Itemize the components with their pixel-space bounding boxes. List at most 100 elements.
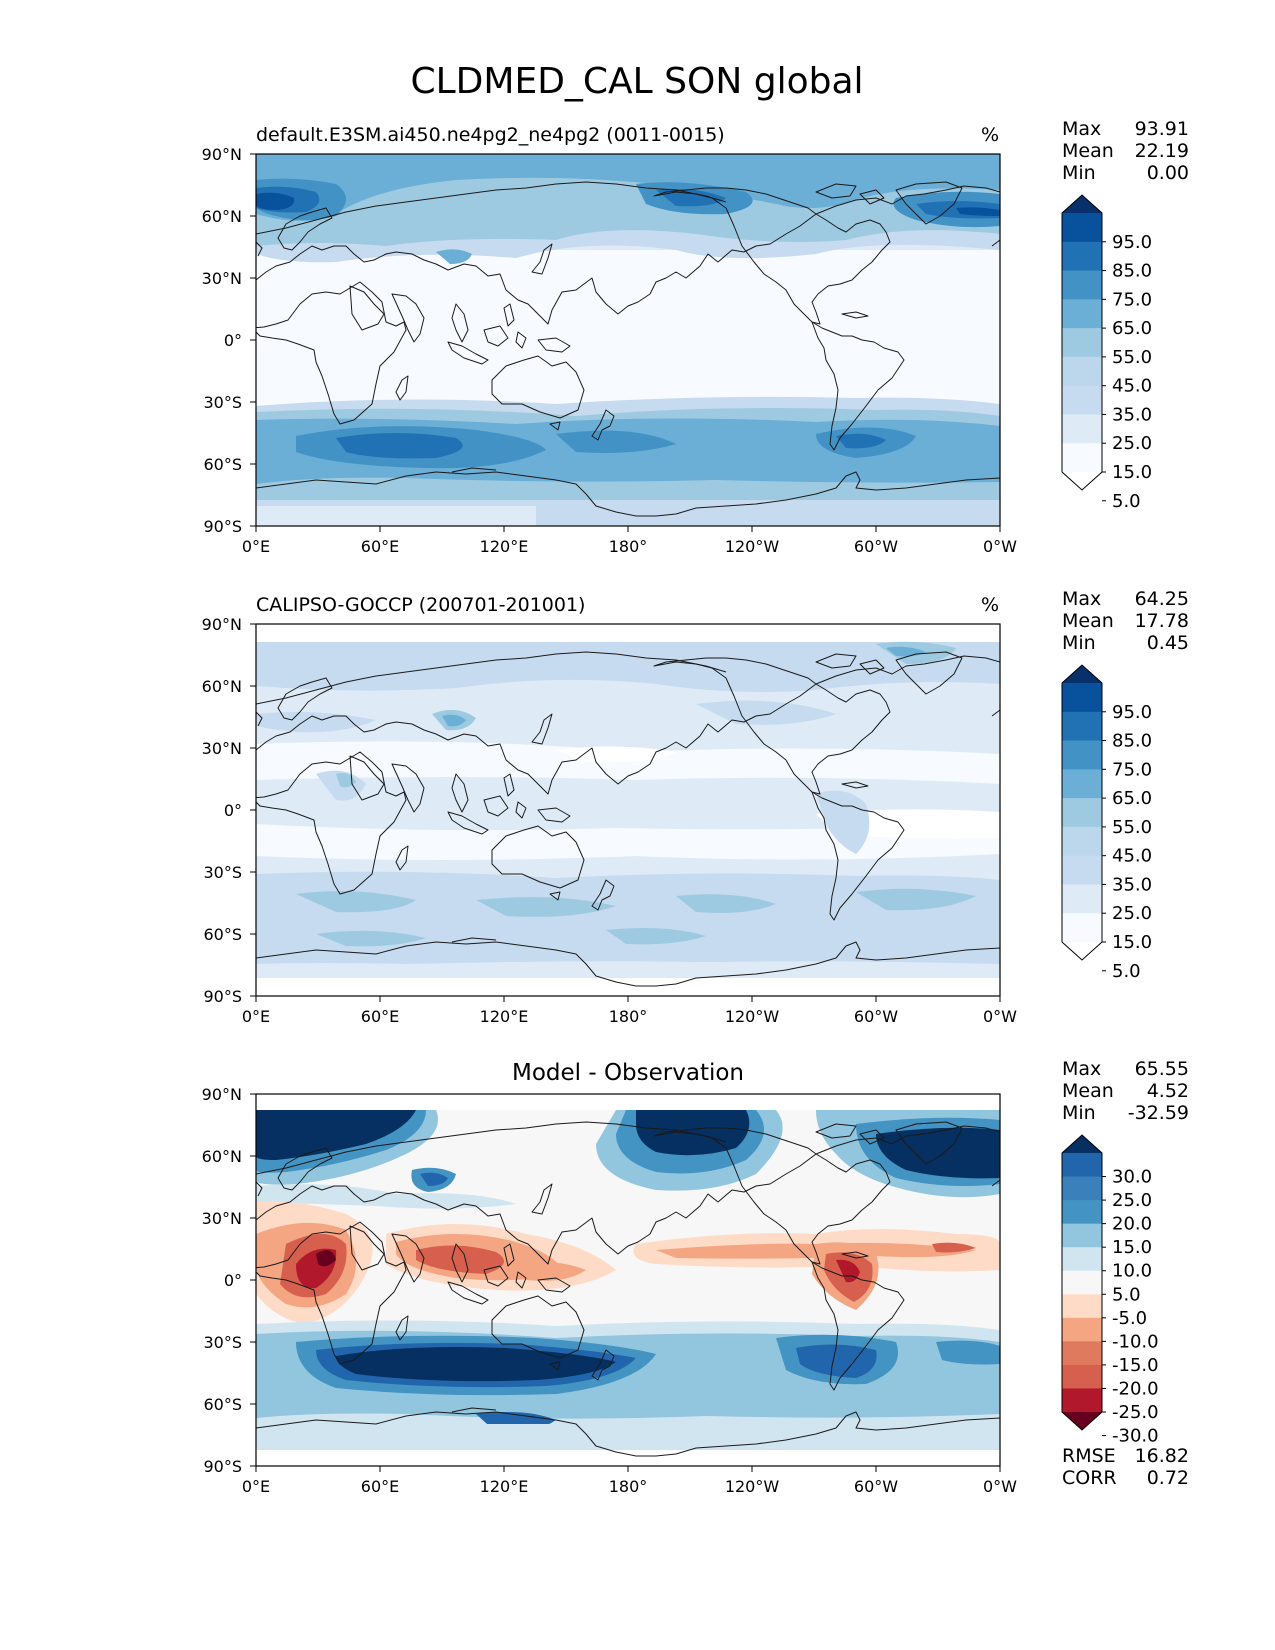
colorbar-bin — [1062, 1341, 1102, 1366]
colorbar-label: 35.0 — [1112, 404, 1152, 425]
colorbar-extend-top — [1062, 195, 1102, 213]
lat-tick-label: 30°S — [203, 863, 242, 882]
colorbar-bin — [1062, 270, 1102, 300]
lon-tick-label: 60°E — [361, 1477, 399, 1496]
panel-difference-map — [256, 1094, 1000, 1466]
panel-observation-units: % — [981, 594, 999, 616]
colorbar-bin — [1062, 1153, 1102, 1178]
panel-observation: CALIPSO-GOCCP (200701-201001) % — [202, 588, 1189, 1026]
panel-difference: Model - Observation — [202, 1058, 1189, 1496]
colorbar-label: 25.0 — [1112, 433, 1152, 454]
lat-tick-label: 90°S — [203, 987, 242, 1006]
lon-tick-label: 180° — [609, 1007, 648, 1026]
colorbar-bin — [1062, 1247, 1102, 1272]
stat-value: 64.25 — [1135, 588, 1189, 610]
lat-tick-label: 30°N — [202, 739, 242, 758]
colorbar-label: -15.0 — [1112, 1355, 1159, 1376]
lon-tick-label: 120°W — [725, 1007, 780, 1026]
colorbar-label: 30.0 — [1112, 1167, 1152, 1188]
lat-tick-label: 90°S — [203, 517, 242, 536]
colorbar-bin — [1062, 385, 1102, 415]
colorbar-label: 35.0 — [1112, 874, 1152, 895]
colorbar-extend-bottom — [1062, 942, 1102, 960]
panel-difference-title: Model - Observation — [512, 1060, 744, 1086]
colorbar-extend-bottom — [1062, 1412, 1102, 1430]
colorbar-bin — [1062, 1388, 1102, 1413]
colorbar-label: 25.0 — [1112, 1190, 1152, 1211]
lat-tick-label: 60°N — [202, 207, 242, 226]
lat-tick-label: 30°N — [202, 269, 242, 288]
colorbar-bin — [1062, 798, 1102, 828]
panel-difference-lat-ticks: 90°N 60°N 30°N 0° 30°S 60°S 90°S — [202, 1085, 256, 1476]
panel-observation-colorbar: 95.0 85.0 75.0 65.0 55.0 45.0 35.0 25.0 15.0 5.0 — [1061, 664, 1152, 982]
colorbar-bin — [1062, 884, 1102, 914]
colorbar-bin — [1062, 213, 1102, 243]
colorbar-bin — [1062, 740, 1102, 770]
lat-tick-label: 90°N — [202, 615, 242, 634]
lat-tick-label: 30°S — [203, 393, 242, 412]
colorbar-bin — [1062, 769, 1102, 799]
colorbar-bin — [1062, 826, 1102, 857]
colorbar-label: -30.0 — [1112, 1426, 1159, 1447]
colorbar-label: 95.0 — [1112, 232, 1152, 253]
lat-tick-label: 60°N — [202, 1147, 242, 1166]
stat-value: 0.45 — [1147, 632, 1189, 654]
colorbar-bin — [1062, 328, 1102, 358]
colorbar-bin — [1062, 1294, 1102, 1319]
lon-tick-label: 0°W — [983, 1477, 1017, 1496]
stat-value: 0.00 — [1147, 162, 1189, 184]
panel-observation-lon-ticks: 0°E 60°E 120°E 180° 120°W 60°W 0°W — [242, 996, 1017, 1026]
colorbar-bin — [1062, 1176, 1102, 1201]
stat-value: -32.59 — [1128, 1102, 1189, 1124]
colorbar-label: 25.0 — [1112, 903, 1152, 924]
stat-value: 93.91 — [1135, 118, 1189, 140]
colorbar-label: 45.0 — [1112, 846, 1152, 867]
panel-model-lon-ticks: 0°E 60°E 120°E 180° 120°W 60°W 0°W — [242, 526, 1017, 556]
lon-tick-label: 60°W — [854, 1007, 898, 1026]
lat-tick-label: 60°S — [203, 925, 242, 944]
lon-tick-label: 120°E — [480, 537, 529, 556]
stat-value: 16.82 — [1135, 1445, 1189, 1467]
stat-label: Max — [1062, 118, 1101, 140]
panel-difference-lon-ticks: 0°E 60°E 120°E 180° 120°W 60°W 0°W — [242, 1466, 1017, 1496]
colorbar-extend-top — [1062, 1135, 1102, 1153]
colorbar-bin — [1062, 443, 1102, 473]
figure-title: CLDMED_CAL SON global — [410, 61, 863, 102]
lon-tick-label: 0°E — [242, 1477, 270, 1496]
stat-value: 4.52 — [1147, 1080, 1189, 1102]
colorbar-label: -5.0 — [1112, 1308, 1147, 1329]
colorbar-label: -25.0 — [1112, 1402, 1159, 1423]
lat-tick-label: 0° — [224, 801, 242, 820]
lat-tick-label: 90°S — [203, 1457, 242, 1476]
colorbar-bin — [1062, 1364, 1102, 1389]
colorbar-bin — [1062, 1317, 1102, 1342]
colorbar-bin — [1062, 299, 1102, 329]
stat-label: Max — [1062, 1058, 1101, 1080]
colorbar-bin — [1062, 1200, 1102, 1225]
panel-model-map — [256, 154, 1000, 526]
colorbar-extend-bottom — [1062, 472, 1102, 490]
colorbar-label: 75.0 — [1112, 759, 1152, 780]
stat-label: Min — [1062, 1102, 1096, 1124]
colorbar-label: 5.0 — [1112, 1284, 1141, 1305]
lon-tick-label: 60°E — [361, 1007, 399, 1026]
lon-tick-label: 60°W — [854, 1477, 898, 1496]
lon-tick-label: 120°W — [725, 1477, 780, 1496]
lat-tick-label: 0° — [224, 331, 242, 350]
panel-observation-map — [256, 624, 1000, 996]
colorbar-label: 85.0 — [1112, 261, 1152, 282]
lon-tick-label: 0°E — [242, 537, 270, 556]
stat-value: 65.55 — [1135, 1058, 1189, 1080]
colorbar-label: 10.0 — [1112, 1261, 1152, 1282]
stat-label: RMSE — [1062, 1445, 1116, 1467]
lat-tick-label: 90°N — [202, 1085, 242, 1104]
stat-label: CORR — [1062, 1467, 1117, 1489]
lat-tick-label: 60°S — [203, 455, 242, 474]
colorbar-label: 15.0 — [1112, 1237, 1152, 1258]
panel-observation-title: CALIPSO-GOCCP (200701-201001) — [256, 594, 585, 616]
colorbar-label: 20.0 — [1112, 1214, 1152, 1235]
panel-observation-lat-ticks: 90°N 60°N 30°N 0° 30°S 60°S 90°S — [202, 615, 256, 1006]
lon-tick-label: 60°E — [361, 537, 399, 556]
stat-label: Min — [1062, 632, 1096, 654]
